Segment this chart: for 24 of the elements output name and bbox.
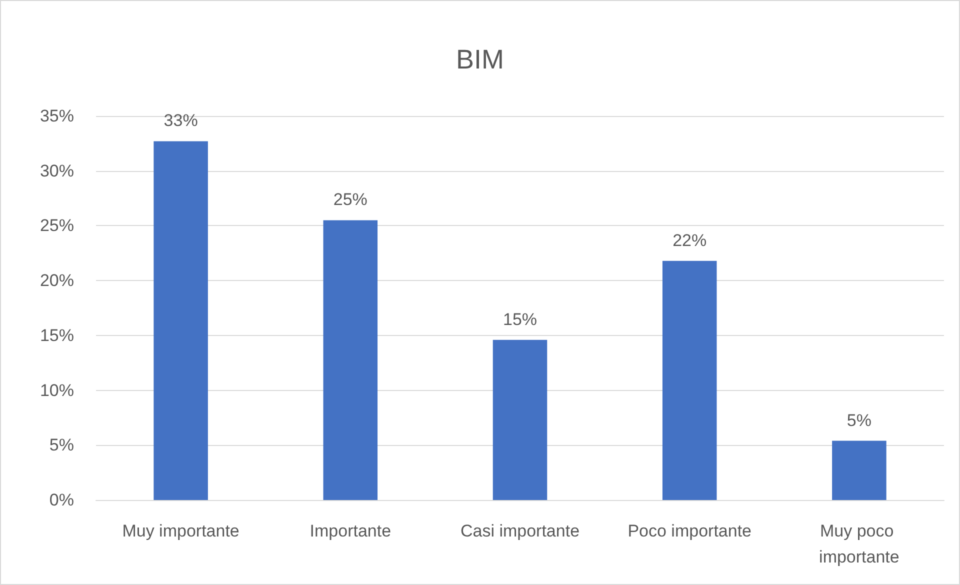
data-label: 33% (164, 111, 198, 130)
y-tick-label: 15% (40, 326, 74, 345)
y-tick-label: 5% (49, 436, 74, 455)
x-tick-label: Importante (310, 522, 392, 540)
bar (492, 340, 548, 500)
data-label: 22% (672, 230, 707, 250)
data-label: 15% (502, 310, 538, 329)
y-tick-label: 30% (40, 161, 74, 180)
y-tick-label: 10% (40, 380, 74, 400)
bar (323, 220, 378, 500)
data-label: 25% (333, 190, 368, 210)
bar (154, 141, 208, 500)
x-tick-label: Muy importante (122, 522, 240, 540)
y-tick-label: 35% (40, 106, 74, 126)
bar (832, 440, 886, 500)
x-tick-label: Poco importante (628, 522, 752, 540)
chart-title: BIM (456, 44, 504, 74)
data-label: 5% (846, 410, 872, 430)
y-tick-label: 0% (49, 490, 74, 510)
y-tick-label: 20% (40, 271, 74, 290)
y-tick-label: 25% (40, 216, 74, 236)
x-tick-label: Casi importante (460, 522, 580, 540)
x-tick-label: Muy poco importante (819, 522, 900, 566)
bar (662, 260, 717, 500)
